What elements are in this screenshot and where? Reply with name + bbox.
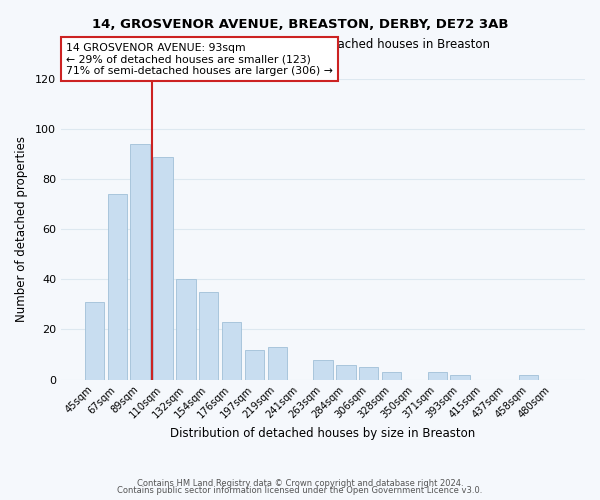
Bar (176, 280, 196, 380)
Bar (130, 144, 150, 380)
Bar (199, 292, 218, 380)
Bar (451, 374, 470, 380)
Bar (107, 194, 127, 380)
Bar (359, 367, 379, 380)
Text: Contains HM Land Registry data © Crown copyright and database right 2024.: Contains HM Land Registry data © Crown c… (137, 478, 463, 488)
Bar (222, 322, 241, 380)
Bar (85, 302, 104, 380)
Bar (245, 350, 264, 380)
Text: 14, GROSVENOR AVENUE, BREASTON, DERBY, DE72 3AB: 14, GROSVENOR AVENUE, BREASTON, DERBY, D… (92, 18, 508, 30)
Bar (428, 372, 447, 380)
Y-axis label: Number of detached properties: Number of detached properties (15, 136, 28, 322)
Bar (519, 374, 538, 380)
Title: Size of property relative to detached houses in Breaston: Size of property relative to detached ho… (156, 38, 490, 52)
Bar (382, 372, 401, 380)
Text: Contains public sector information licensed under the Open Government Licence v3: Contains public sector information licen… (118, 486, 482, 495)
Bar (268, 347, 287, 380)
Bar (154, 156, 173, 380)
Text: 14 GROSVENOR AVENUE: 93sqm
← 29% of detached houses are smaller (123)
71% of sem: 14 GROSVENOR AVENUE: 93sqm ← 29% of deta… (66, 43, 333, 76)
X-axis label: Distribution of detached houses by size in Breaston: Distribution of detached houses by size … (170, 427, 476, 440)
Bar (336, 364, 356, 380)
Bar (313, 360, 332, 380)
